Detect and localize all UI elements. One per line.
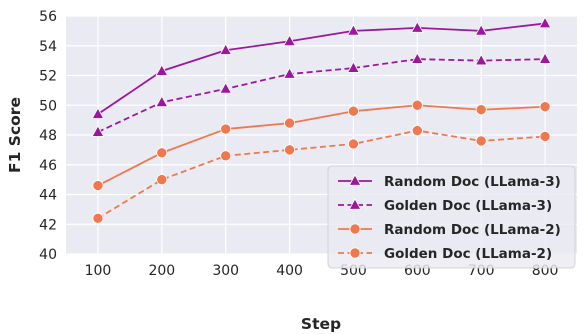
legend-marker [349, 247, 361, 259]
data-point [155, 64, 169, 76]
x-axis-title: Step [301, 315, 341, 333]
data-point [539, 130, 551, 142]
y-tick-label: 54 [39, 39, 57, 55]
legend-marker [349, 223, 361, 235]
data-point [284, 117, 296, 129]
data-point [156, 147, 168, 159]
legend-marker [348, 198, 362, 210]
legend-item: Random Doc (LLama-3) [338, 174, 561, 190]
x-tick-label: 100 [85, 263, 112, 279]
legend: Random Doc (LLama-3) Golden Doc (LLama-3)… [327, 165, 576, 269]
data-point [92, 212, 104, 224]
y-tick-label: 46 [39, 158, 57, 174]
x-tick-label: 300 [212, 263, 239, 279]
legend-item: Random Doc (LLama-2) [338, 222, 561, 238]
data-point [220, 150, 232, 162]
series-3 [92, 125, 551, 224]
data-point [283, 67, 296, 79]
data-point [347, 61, 360, 73]
series-line [97, 22, 546, 115]
legend-label: Random Doc (LLama-3) [384, 174, 561, 190]
data-point [91, 125, 105, 137]
data-point [156, 174, 168, 186]
y-tick-label: 40 [39, 247, 57, 263]
data-point [219, 82, 233, 94]
data-point [347, 138, 359, 150]
x-tick-label: 400 [276, 263, 303, 279]
y-axis-title: F1 Score [6, 97, 24, 173]
data-point [155, 95, 169, 107]
data-point [91, 107, 105, 119]
data-point [219, 43, 233, 55]
series-line [97, 104, 546, 187]
legend-item: Golden Doc (LLama-3) [338, 198, 552, 214]
data-point [475, 104, 487, 116]
y-tick-label: 44 [39, 188, 57, 204]
y-tick-label: 56 [39, 9, 57, 25]
data-point [410, 52, 424, 64]
legend-marker [348, 174, 362, 186]
legend-label: Golden Doc (LLama-3) [384, 198, 552, 214]
data-point [475, 135, 487, 147]
legend-box [327, 165, 576, 269]
data-point [538, 52, 552, 64]
series-1 [91, 52, 552, 137]
data-point [538, 16, 552, 29]
data-point [411, 99, 423, 111]
series-0 [91, 16, 552, 119]
data-point [220, 123, 232, 135]
y-tick-label: 50 [39, 98, 57, 114]
data-point [92, 180, 104, 192]
series-line [97, 58, 546, 133]
legend-label: Golden Doc (LLama-2) [384, 246, 552, 262]
data-point [283, 34, 296, 47]
series-line [97, 129, 546, 220]
data-point [474, 24, 488, 36]
data-point [539, 101, 551, 113]
series-2 [92, 99, 551, 192]
y-tick-label: 42 [39, 217, 57, 233]
data-point [410, 21, 424, 33]
data-point [284, 144, 296, 156]
y-tick-label: 52 [39, 69, 57, 85]
data-point [347, 24, 360, 36]
series-layer [91, 16, 552, 224]
y-tick-label: 48 [39, 128, 57, 144]
legend-label: Random Doc (LLama-2) [384, 222, 561, 238]
data-point [474, 53, 488, 66]
legend-item: Golden Doc (LLama-2) [338, 246, 552, 262]
data-point [411, 125, 423, 137]
data-point [347, 105, 359, 117]
x-tick-label: 200 [148, 263, 175, 279]
